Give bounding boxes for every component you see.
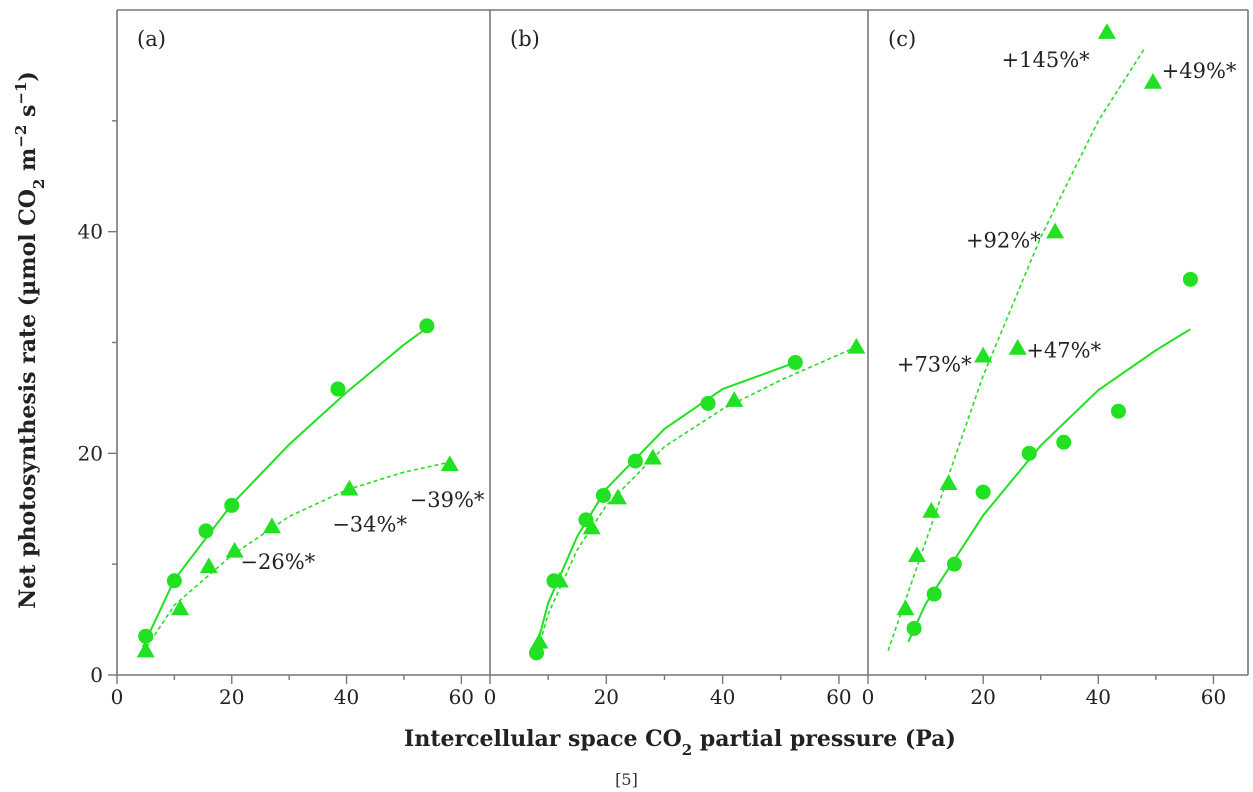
data-point-triangle (1144, 73, 1162, 89)
data-point-circle (906, 620, 922, 636)
data-point-triangle (643, 448, 662, 465)
panel-label: (b) (510, 27, 540, 51)
data-point-triangle (582, 518, 601, 535)
annotation-label: +73%* (897, 353, 972, 377)
x-tick-label: 20 (970, 685, 995, 709)
x-tick-label: 60 (1201, 685, 1226, 709)
panel-label: (a) (137, 27, 166, 51)
data-point-circle (700, 395, 716, 411)
data-point-triangle (530, 632, 549, 649)
fit-curve-triangles (535, 346, 857, 656)
data-point-circle (198, 523, 214, 539)
data-point-triangle (725, 391, 744, 407)
data-point-circle (627, 453, 643, 469)
data-point-triangle (896, 599, 915, 616)
data-point-triangle (225, 541, 244, 558)
fit-curve-circles (141, 325, 431, 648)
panel-3: 0 20 40 60 (c) +145%* +49%* +92%* +73%* +47%* (862, 9, 1249, 709)
data-point-triangle (1008, 339, 1027, 355)
y-tick-label: 20 (78, 441, 103, 465)
x-tick-label: 40 (710, 685, 735, 709)
data-point-circle (138, 628, 154, 644)
data-point-triangle (1046, 222, 1065, 239)
data-point-triangle (608, 488, 627, 505)
data-point-triangle (171, 599, 190, 616)
annotation-label: −39%* (410, 488, 485, 512)
panel-2: 0 20 40 60 (b) (484, 9, 869, 709)
data-point-circle (946, 556, 962, 572)
plot-layer: 0 20 40 60 0 20 40 (a) −26%* −34%*−39%* 0 20 40 60 (b)… (78, 9, 1249, 709)
data-point-circle (166, 573, 182, 589)
data-point-circle (1110, 403, 1126, 419)
data-point-triangle (939, 474, 958, 491)
data-point-circle (419, 318, 435, 334)
panel-1: 0 20 40 60 0 20 40 (a) −26%* −34%*−39%* (78, 9, 491, 709)
annotation-label: −26%* (240, 550, 315, 574)
data-point-circle (975, 484, 991, 500)
x-tick-label: 60 (449, 685, 474, 709)
y-axis-title: Net photosynthesis rate (µmol CO2 m−2 s−… (12, 71, 48, 609)
data-point-triangle (440, 455, 459, 472)
x-tick-label: 0 (862, 685, 875, 709)
annotation-label: +49%* (1162, 59, 1237, 83)
data-point-triangle (907, 546, 926, 563)
panel-label: (c) (888, 27, 916, 51)
annotation-label: +92%* (966, 229, 1041, 253)
x-tick-label: 60 (826, 685, 851, 709)
fit-curve-circles (532, 361, 796, 659)
data-point-triangle (340, 479, 359, 496)
data-point-triangle (922, 501, 941, 518)
annotation-label: +145%* (1002, 48, 1091, 72)
annotation-label: −34%* (332, 512, 407, 536)
data-point-circle (1056, 434, 1072, 450)
data-point-circle (330, 381, 346, 397)
data-point-triangle (974, 346, 993, 363)
data-point-circle (926, 586, 942, 602)
x-tick-label: 20 (594, 685, 619, 709)
data-point-triangle (199, 557, 218, 574)
figure-caption: [5] (615, 770, 638, 789)
data-point-circle (595, 487, 611, 503)
y-tick-label: 40 (78, 220, 103, 244)
data-point-circle (224, 497, 240, 513)
data-point-circle (1021, 445, 1037, 461)
x-tick-label: 0 (111, 685, 124, 709)
fit-curve-circles (907, 328, 1191, 643)
data-point-triangle (136, 641, 155, 658)
annotation-label: +47%* (1026, 338, 1101, 362)
x-tick-label: 40 (1086, 685, 1111, 709)
data-point-circle (787, 354, 803, 370)
fit-curve-triangles (887, 48, 1146, 651)
x-tick-label: 0 (484, 685, 497, 709)
data-point-triangle (262, 517, 281, 534)
data-point-circle (1182, 271, 1198, 287)
x-tick-label: 40 (334, 685, 359, 709)
fit-curve-triangles (142, 461, 451, 654)
x-axis-title: Intercellular space CO2 partial pressure… (404, 726, 956, 759)
data-point-triangle (1097, 23, 1116, 39)
x-tick-label: 20 (219, 685, 244, 709)
data-point-triangle (550, 571, 569, 588)
y-tick-label: 0 (90, 663, 103, 687)
data-point-triangle (847, 337, 866, 354)
